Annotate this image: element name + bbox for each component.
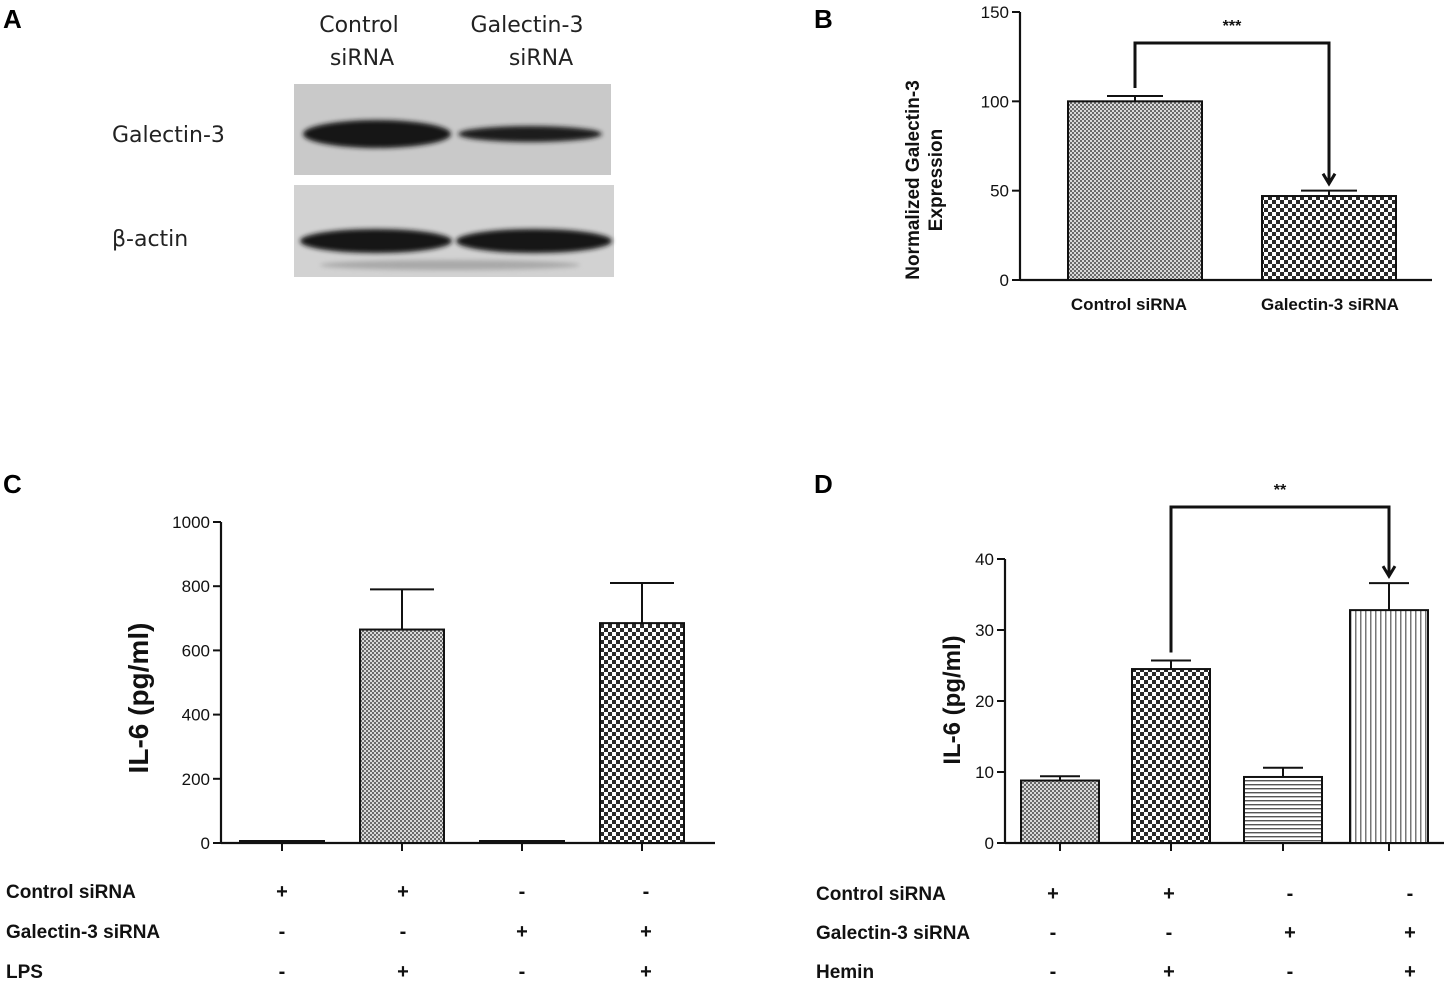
chart-c-bar-3 xyxy=(479,840,565,844)
chart-d-conditions: Control siRNA + + - - Galectin-3 siRNA - - + + Hem… xyxy=(816,883,1416,983)
chart-c-y-tick-label: 0 xyxy=(201,834,210,853)
chart-c-condition-label-3: LPS xyxy=(6,962,43,983)
chart-b-y-tick-label: 100 xyxy=(981,92,1009,111)
chart-c-bar-2 xyxy=(359,628,445,844)
blot-band-control-galectin3 xyxy=(303,120,451,148)
chart-b-y-tick-label: 50 xyxy=(990,182,1009,201)
panel-letter-d: D xyxy=(814,469,833,499)
chart-c-body: 0 200 400 600 800 1000 xyxy=(172,513,715,853)
chart-b-y-tick-label: 0 xyxy=(1000,271,1009,290)
chart-c-bar-1 xyxy=(239,840,325,844)
chart-d-condition-sign: - xyxy=(1287,883,1294,905)
chart-c-condition-sign: + xyxy=(276,881,288,903)
chart-d-condition-label-2: Galectin-3 siRNA xyxy=(816,923,970,944)
chart-c-y-tick-label: 200 xyxy=(182,770,210,789)
chart-c-condition-sign: - xyxy=(400,921,407,943)
chart-c-condition-sign: - xyxy=(643,881,650,903)
chart-c-y-tick-label: 600 xyxy=(182,641,210,660)
chart-b-bar-1 xyxy=(1067,100,1203,282)
chart-d-y-tick-label: 0 xyxy=(985,834,994,853)
chart-c-condition-sign: - xyxy=(519,881,526,903)
chart-b-category-label-control: Control siRNA xyxy=(1071,295,1187,314)
chart-d-condition-sign: + xyxy=(1163,961,1175,983)
chart-b-significance-arrowhead xyxy=(1321,172,1337,187)
chart-c-condition-sign: + xyxy=(640,921,652,943)
chart-d-condition-label-3: Hemin xyxy=(816,962,874,983)
chart-c-condition-sign: - xyxy=(279,921,286,943)
blot-band-galectin-beta-actin xyxy=(456,229,612,253)
chart-d-condition-sign: + xyxy=(1404,961,1416,983)
chart-d-y-tick-label: 10 xyxy=(975,763,994,782)
chart-c-y-tick-label: 1000 xyxy=(172,513,210,532)
chart-c-ylabel: IL-6 (pg/ml) xyxy=(123,623,154,774)
chart-d-condition-sign: + xyxy=(1163,883,1175,905)
chart-d-condition-sign: + xyxy=(1047,883,1059,905)
chart-d-condition-label-1: Control siRNA xyxy=(816,884,946,905)
chart-d-bar-4 xyxy=(1349,609,1429,844)
chart-c-condition-sign: + xyxy=(397,881,409,903)
chart-b-ylabel-line1: Normalized Galectin-3 xyxy=(903,80,924,280)
chart-c-condition-sign: + xyxy=(640,961,652,983)
chart-d-condition-sign: - xyxy=(1050,961,1057,983)
chart-d-bar-3 xyxy=(1243,775,1323,844)
chart-d-ylabel: IL-6 (pg/ml) xyxy=(939,635,966,764)
panel-letter-b: B xyxy=(814,4,833,34)
blot-row-label-beta-actin: β-actin xyxy=(112,227,188,252)
chart-b: Normalized Galectin-3 Expression 0 50 100 1… xyxy=(903,3,1432,314)
chart-d-significance-arrowhead xyxy=(1381,565,1397,580)
blot-lane-label-control-line2: siRNA xyxy=(330,46,394,71)
chart-d-condition-sign: - xyxy=(1407,883,1414,905)
chart-c-y-tick-label: 400 xyxy=(182,706,210,725)
chart-b-category-label-galectin: Galectin-3 siRNA xyxy=(1261,295,1399,314)
chart-d-condition-sign: - xyxy=(1050,922,1057,944)
chart-d-significance-bracket xyxy=(1169,505,1391,653)
blot-band-galectin-galectin3 xyxy=(458,126,602,142)
chart-c-bar-4 xyxy=(599,622,685,844)
chart-b-significance-bracket xyxy=(1133,41,1331,183)
chart-b-ylabel-line2: Expression xyxy=(926,129,947,231)
blot-band-control-beta-actin xyxy=(300,229,452,253)
chart-c-condition-sign: + xyxy=(516,921,528,943)
chart-b-ylabel: Normalized Galectin-3 Expression xyxy=(903,80,947,280)
blot-lane-label-galectin-line2: siRNA xyxy=(509,46,573,71)
chart-d-y-tick-label: 30 xyxy=(975,621,994,640)
chart-c-condition-label-1: Control siRNA xyxy=(6,882,136,903)
chart-c-condition-label-2: Galectin-3 siRNA xyxy=(6,922,160,943)
panel-letter-a: A xyxy=(3,4,22,34)
chart-d-condition-sign: + xyxy=(1284,922,1296,944)
panel-letter-c: C xyxy=(3,469,22,499)
chart-d-y-tick-label: 40 xyxy=(975,550,994,569)
chart-d-significance-label: ** xyxy=(1274,482,1287,499)
chart-b-bar-2 xyxy=(1261,195,1397,282)
chart-c-condition-sign: - xyxy=(519,961,526,983)
chart-c-condition-sign: - xyxy=(279,961,286,983)
chart-d-condition-sign: - xyxy=(1166,922,1173,944)
blot-lane-label-galectin-line1: Galectin-3 xyxy=(471,13,584,38)
chart-d: IL-6 (pg/ml) 0 10 20 30 40 ** Control siRNA + +… xyxy=(816,482,1444,983)
chart-b-significance-label: *** xyxy=(1223,18,1242,35)
blot-lane-label-control-line1: Control xyxy=(319,13,399,38)
western-blot: Control siRNA Galectin-3 siRNA Galectin-… xyxy=(112,13,614,277)
chart-d-y-tick-label: 20 xyxy=(975,692,994,711)
chart-c-conditions: Control siRNA + + - - Galectin-3 siRNA - - + + LPS… xyxy=(6,881,652,983)
blot-smear-beta-actin xyxy=(320,260,580,270)
chart-d-bar-2 xyxy=(1131,668,1211,844)
chart-d-condition-sign: + xyxy=(1404,922,1416,944)
chart-d-body: 0 10 20 30 40 ** xyxy=(975,482,1444,853)
blot-row-label-galectin3: Galectin-3 xyxy=(112,123,225,148)
chart-d-bar-1 xyxy=(1020,779,1100,845)
chart-b-body: 0 50 100 150 *** xyxy=(981,3,1432,290)
chart-b-y-tick-label: 150 xyxy=(981,3,1009,22)
chart-d-condition-sign: - xyxy=(1287,961,1294,983)
chart-c-condition-sign: + xyxy=(397,961,409,983)
chart-c-y-tick-label: 800 xyxy=(182,577,210,596)
chart-c: IL-6 (pg/ml) 0 200 400 600 800 1000 Control s… xyxy=(6,513,715,983)
